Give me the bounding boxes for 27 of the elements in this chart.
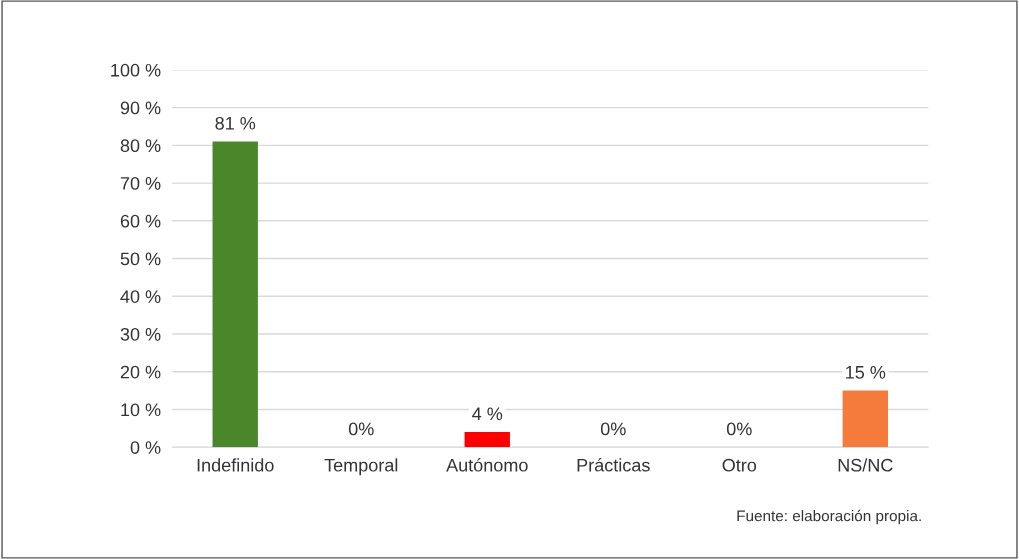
- y-tick-label: 100 %: [111, 63, 161, 77]
- y-tick-label: 10 %: [121, 403, 161, 417]
- y-tick-label: 70 %: [120, 177, 161, 190]
- y-tick-label: 60 %: [120, 214, 161, 228]
- y-tick-label: 0 %: [130, 441, 161, 454]
- x-tick-label: Otro: [722, 458, 757, 472]
- x-tick-label: Prácticas: [577, 458, 650, 472]
- x-tick-label: NS/NC: [838, 458, 893, 472]
- y-tick-label: 80 %: [120, 139, 161, 153]
- data-label: 0%: [726, 422, 752, 436]
- x-tick-label: Indefinido: [197, 458, 274, 472]
- data-label: 0%: [600, 422, 626, 436]
- y-tick-label: 20 %: [120, 365, 161, 379]
- source-note: Fuente: elaboración propia.: [737, 509, 921, 525]
- data-label: 15 %: [846, 365, 886, 379]
- x-tick-label: Autónomo: [446, 458, 528, 472]
- data-label: 0%: [348, 422, 374, 436]
- y-tick-label: 40 %: [120, 290, 161, 303]
- y-tick-label: 30 %: [120, 327, 161, 341]
- y-tick-label: 90 %: [120, 101, 161, 115]
- y-tick-label: 50 %: [120, 252, 161, 266]
- x-tick-label: Temporal: [324, 458, 398, 476]
- bar: [212, 141, 258, 448]
- data-label: 81 %: [215, 116, 256, 130]
- data-label: 4 %: [472, 407, 503, 421]
- bar: [464, 432, 510, 448]
- bar: [842, 390, 888, 448]
